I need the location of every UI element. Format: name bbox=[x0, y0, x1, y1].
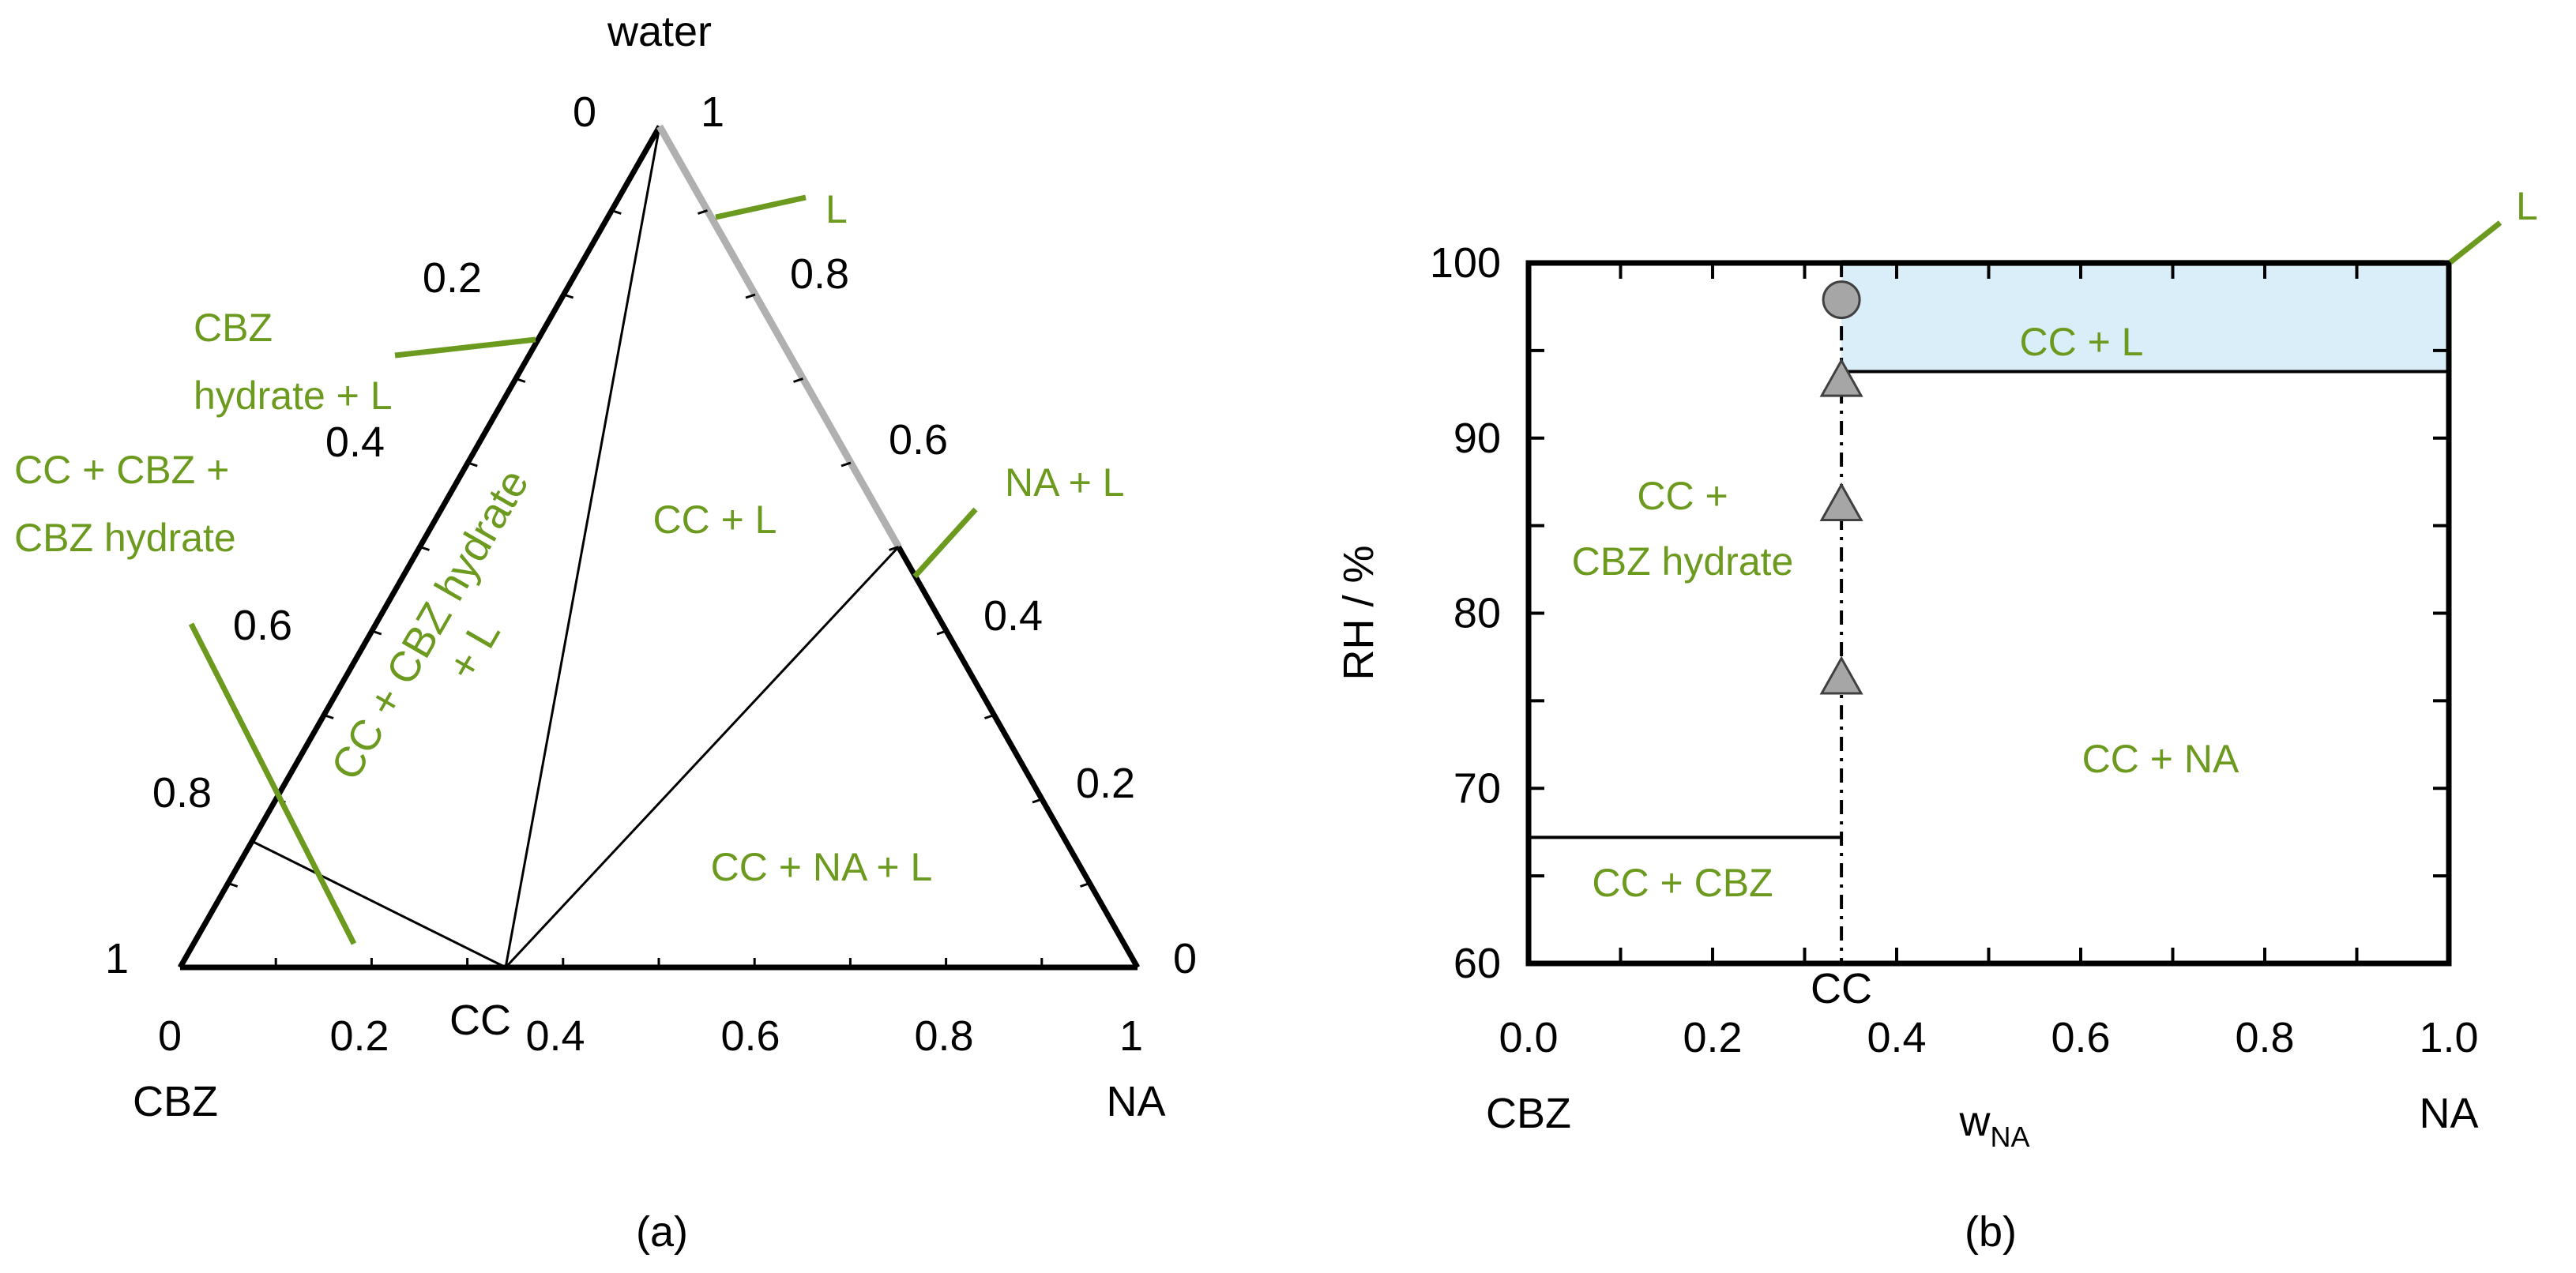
tick-right-edge bbox=[698, 209, 708, 215]
data-marker-circle bbox=[1822, 280, 1861, 320]
y-tick-label: 80 bbox=[1453, 590, 1501, 637]
tick-label-bottom: 0.4 bbox=[525, 1012, 585, 1060]
vertex-label-water: water bbox=[607, 8, 712, 55]
x-tick-label: 0.0 bbox=[1499, 1014, 1558, 1061]
data-marker-triangle bbox=[1819, 482, 1863, 522]
tick-right-edge bbox=[745, 293, 756, 299]
callout-l-a: L bbox=[825, 187, 848, 231]
x-tick-label: 1.0 bbox=[2419, 1014, 2478, 1061]
tick-left-edge bbox=[228, 882, 239, 888]
y-tick-label: 90 bbox=[1453, 415, 1501, 462]
tick-right-edge bbox=[793, 377, 803, 383]
tick-label-right: 0.8 bbox=[790, 250, 849, 298]
region-cc-na: CC + NA bbox=[2082, 737, 2239, 781]
arrow-l-b bbox=[2448, 220, 2503, 265]
callout-cbz-hydrate-l-line1: CBZ bbox=[194, 306, 273, 350]
arrow-na-l bbox=[912, 507, 978, 579]
vertex-label-cbz: CBZ bbox=[133, 1078, 218, 1125]
axis-ticks bbox=[1529, 263, 2449, 963]
tick-label-bottom: 0 bbox=[158, 1012, 182, 1060]
tick-label-right: 0.2 bbox=[1076, 760, 1135, 807]
tick-label-left: 0.2 bbox=[423, 254, 482, 302]
region-cc-l-b: CC + L bbox=[2019, 320, 2143, 364]
x-tick-labels: 0.0 0.2 0.4 0.6 0.8 1.0 bbox=[1499, 1014, 2478, 1061]
tick-label-right: 1 bbox=[701, 88, 724, 136]
tick-label-bottom: 0.2 bbox=[329, 1012, 389, 1060]
tick-left-edge bbox=[371, 629, 382, 636]
x-tick-label: 0.2 bbox=[1683, 1014, 1742, 1061]
region-cc-na-l: CC + NA + L bbox=[711, 845, 933, 889]
tick-label-bottom: 0.8 bbox=[914, 1012, 973, 1060]
ternary-lines bbox=[177, 124, 1141, 971]
edge-na-lower bbox=[896, 545, 1141, 969]
cc-l-shaded-region bbox=[1841, 263, 2449, 372]
tie-line-cc-na-l bbox=[504, 546, 900, 969]
data-markers bbox=[1819, 280, 1863, 695]
tick-right-edge bbox=[840, 461, 852, 468]
tick-right-edge bbox=[889, 546, 899, 551]
tick-label-left: 0 bbox=[573, 88, 596, 136]
tick-label-left: 1 bbox=[105, 935, 129, 982]
x-tick-label: 0.6 bbox=[2051, 1014, 2110, 1061]
callout-l-b: L bbox=[2516, 184, 2538, 228]
tick-left-edge bbox=[611, 209, 622, 215]
tick-left-edge bbox=[419, 546, 430, 551]
x-axis-label-sub: NA bbox=[1990, 1121, 2029, 1153]
callout-na-l: NA + L bbox=[1005, 460, 1125, 505]
tick-right-edge bbox=[1032, 798, 1043, 804]
x-tick-label: 0.4 bbox=[1867, 1014, 1926, 1061]
tick-label-right: 0.4 bbox=[983, 592, 1043, 640]
region-cc-cbz-hydrate-l-line1: CC + CBZ hydrate bbox=[322, 461, 538, 787]
data-marker-triangle bbox=[1819, 655, 1863, 695]
tick-right-edge bbox=[984, 714, 995, 719]
callout-cbz-hydrate-l-line2: hydrate + L bbox=[194, 374, 393, 418]
caption-a: (a) bbox=[636, 1208, 688, 1256]
tick-label-right: 0.6 bbox=[889, 416, 948, 464]
x-axis-label-main: w bbox=[1958, 1098, 1991, 1145]
tick-label-bottom: 1 bbox=[1119, 1012, 1143, 1060]
caption-b: (b) bbox=[1965, 1208, 2017, 1256]
region-cc-l-a: CC + L bbox=[652, 498, 777, 542]
region-cc-cbz-hydrate-line1: CC + bbox=[1637, 474, 1728, 518]
tick-label-left: 0.8 bbox=[152, 769, 212, 817]
cc-point-label-a: CC bbox=[449, 997, 511, 1044]
ternary-tick-labels: 0 0.2 0.4 0.6 0.8 1 1 0.8 0.6 0.4 0.2 0 0 0.2 0.4 0.6 0.… bbox=[105, 88, 1197, 1060]
arrow-cc-cbz-cbz-hydrate bbox=[188, 622, 357, 945]
ternary-ticks bbox=[228, 209, 1090, 967]
tick-label-right: 0 bbox=[1173, 935, 1197, 982]
tick-right-edge bbox=[1080, 882, 1090, 888]
x-right-label: NA bbox=[2419, 1090, 2478, 1137]
arrow-l-a bbox=[715, 194, 807, 220]
tick-right-edge bbox=[936, 629, 947, 636]
y-axis-label: RH / % bbox=[1335, 545, 1382, 680]
data-marker-triangle bbox=[1819, 358, 1863, 397]
tie-line-cc-cbz-hydrate bbox=[251, 839, 506, 969]
vertex-label-na: NA bbox=[1106, 1078, 1165, 1125]
tick-left-edge bbox=[515, 377, 526, 383]
arrow-cbz-hydrate-l bbox=[394, 336, 536, 359]
tick-label-left: 0.6 bbox=[233, 602, 292, 649]
tick-label-left: 0.4 bbox=[325, 419, 385, 466]
tick-left-edge bbox=[563, 293, 574, 299]
callout-cc-cbz-cbz-hydrate-line2: CBZ hydrate bbox=[14, 516, 236, 560]
cc-point-label-b: CC bbox=[1811, 965, 1872, 1012]
tick-left-edge bbox=[323, 714, 334, 719]
x-axis-label: wNA bbox=[1958, 1098, 2029, 1153]
ternary-diagram: 0 0.2 0.4 0.6 0.8 1 1 0.8 0.6 0.4 0.2 0 0 0.2 0.4 0.6 0.… bbox=[14, 8, 1197, 1256]
liquid-curve-a bbox=[656, 124, 902, 549]
y-tick-label: 60 bbox=[1453, 940, 1501, 987]
tick-left-edge bbox=[467, 461, 478, 468]
y-tick-label: 100 bbox=[1430, 239, 1501, 287]
tick-label-bottom: 0.6 bbox=[720, 1012, 780, 1060]
tie-line-cc-water bbox=[504, 126, 661, 968]
callout-cc-cbz-cbz-hydrate-line1: CC + CBZ + bbox=[14, 448, 229, 492]
region-cc-cbz-hydrate-line2: CBZ hydrate bbox=[1572, 539, 1794, 584]
x-left-label: CBZ bbox=[1486, 1090, 1571, 1137]
region-cc-cbz: CC + CBZ bbox=[1592, 861, 1773, 905]
y-tick-labels: 60 70 80 90 100 bbox=[1430, 239, 1501, 987]
y-tick-label: 70 bbox=[1453, 764, 1501, 812]
x-tick-label: 0.8 bbox=[2235, 1014, 2294, 1061]
